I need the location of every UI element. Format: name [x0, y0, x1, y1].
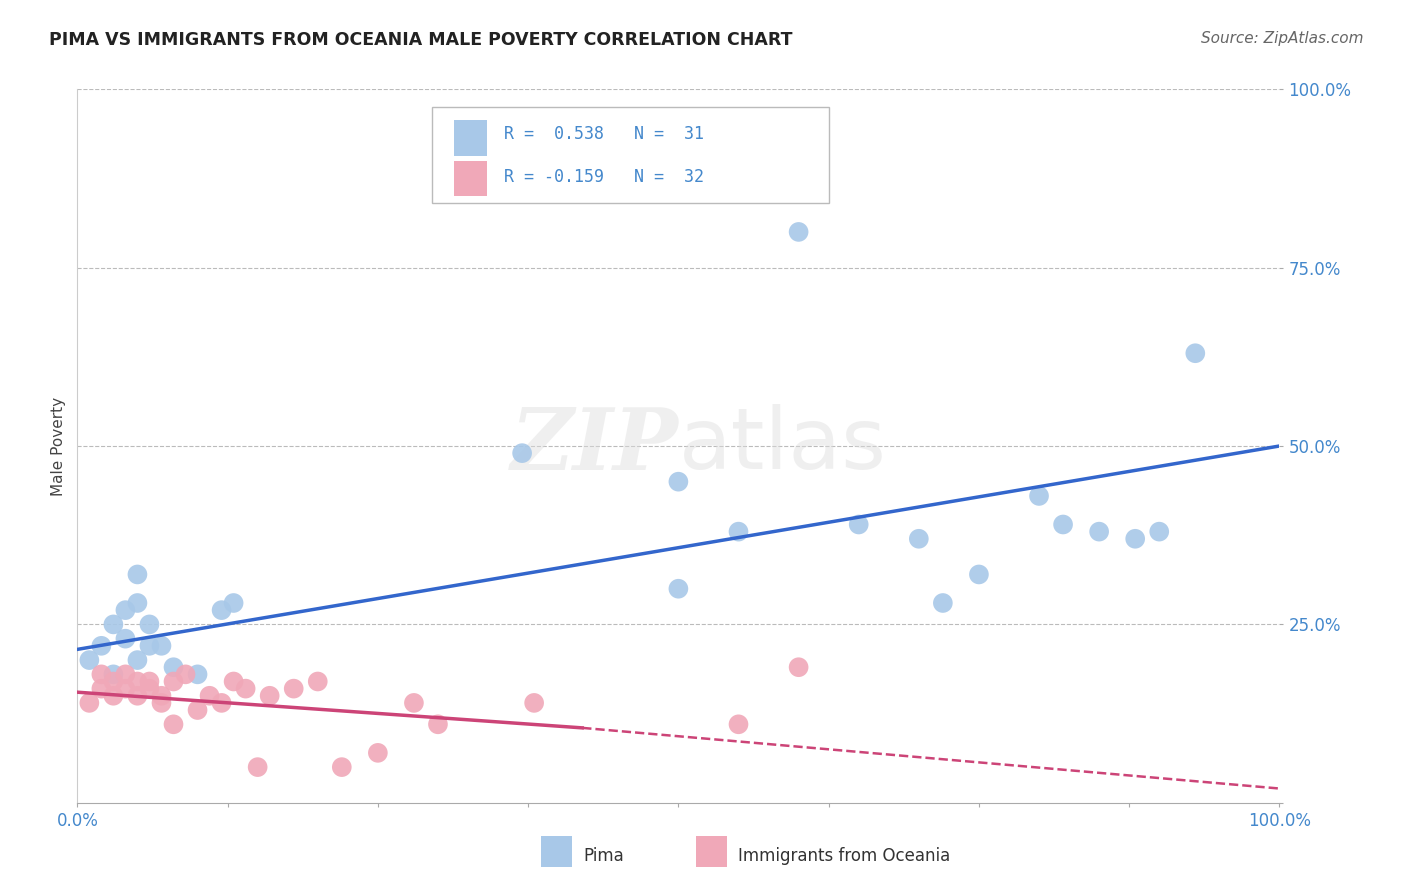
Point [727, 524, 749, 539]
Point [787, 225, 810, 239]
Point [162, 717, 184, 731]
Bar [454, 120, 488, 155]
Point [138, 674, 160, 689]
Text: ZIP: ZIP [510, 404, 679, 488]
Point [1149, 524, 1171, 539]
Point [908, 532, 931, 546]
Point [1052, 517, 1074, 532]
Point [103, 617, 125, 632]
Point [222, 596, 245, 610]
Point [79, 653, 101, 667]
Point [186, 667, 209, 681]
Point [283, 681, 305, 696]
Point [727, 717, 749, 731]
Point [235, 681, 257, 696]
Point [222, 674, 245, 689]
Point [79, 696, 101, 710]
Point [138, 617, 160, 632]
Point [103, 667, 125, 681]
Point [246, 760, 269, 774]
Point [114, 667, 136, 681]
Point [127, 653, 149, 667]
Point [510, 446, 533, 460]
Point [138, 681, 160, 696]
Point [138, 639, 160, 653]
Text: Source: ZipAtlas.com: Source: ZipAtlas.com [1201, 31, 1364, 46]
Point [307, 674, 329, 689]
Point [90, 681, 112, 696]
Text: PIMA VS IMMIGRANTS FROM OCEANIA MALE POVERTY CORRELATION CHART: PIMA VS IMMIGRANTS FROM OCEANIA MALE POV… [49, 31, 793, 49]
Point [174, 667, 197, 681]
Point [1123, 532, 1146, 546]
Text: atlas: atlas [679, 404, 886, 488]
Point [523, 696, 546, 710]
Point [127, 689, 149, 703]
Point [427, 717, 450, 731]
Point [103, 689, 125, 703]
Point [150, 639, 173, 653]
Text: R =  0.538   N =  31: R = 0.538 N = 31 [505, 125, 704, 143]
Point [1184, 346, 1206, 360]
Point [186, 703, 209, 717]
Point [114, 603, 136, 617]
Point [211, 603, 233, 617]
Point [259, 689, 281, 703]
Point [90, 667, 112, 681]
Point [90, 639, 112, 653]
Point [787, 660, 810, 674]
Point [162, 660, 184, 674]
Point [127, 596, 149, 610]
Point [211, 696, 233, 710]
Point [668, 475, 690, 489]
Bar [432, 107, 828, 203]
Point [1028, 489, 1050, 503]
Point [1088, 524, 1111, 539]
Point [932, 596, 955, 610]
Point [150, 696, 173, 710]
Text: Pima: Pima [583, 847, 624, 865]
Point [114, 681, 136, 696]
Point [367, 746, 389, 760]
Point [114, 632, 136, 646]
Text: Immigrants from Oceania: Immigrants from Oceania [738, 847, 950, 865]
Point [330, 760, 353, 774]
Point [668, 582, 690, 596]
Point [127, 674, 149, 689]
Text: R = -0.159   N =  32: R = -0.159 N = 32 [505, 168, 704, 186]
Point [162, 674, 184, 689]
Point [198, 689, 221, 703]
Bar [454, 161, 488, 196]
Point [150, 689, 173, 703]
Point [967, 567, 990, 582]
Point [103, 674, 125, 689]
Y-axis label: Male Poverty: Male Poverty [51, 396, 66, 496]
Point [402, 696, 425, 710]
Point [127, 567, 149, 582]
Point [848, 517, 870, 532]
